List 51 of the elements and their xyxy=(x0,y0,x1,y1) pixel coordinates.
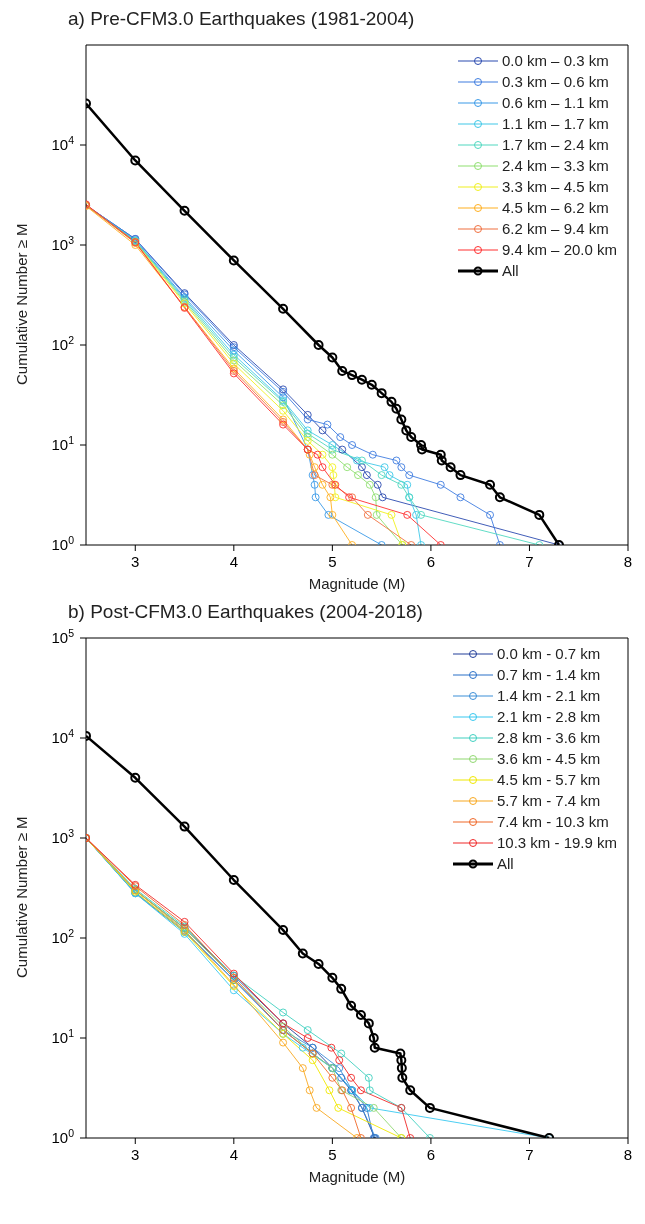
y-tick-label: 10$^{1}$ xyxy=(51,434,75,453)
legend-label: All xyxy=(496,855,514,872)
legend-label: 1.4 km - 2.1 km xyxy=(496,687,601,704)
y-axis-title: Cumulative Number ≥ M xyxy=(13,223,31,385)
x-tick-label: 6 xyxy=(426,553,436,570)
x-axis-title: Magnitude (M) xyxy=(308,575,406,592)
y-tick-label: 10$^{0}$ xyxy=(51,534,75,553)
y-tick-label: 10$^{3}$ xyxy=(51,234,75,253)
legend-label: All xyxy=(501,262,519,279)
legend-label: 6.2 km – 9.4 km xyxy=(501,220,609,237)
legend-label: 2.4 km – 3.3 km xyxy=(501,157,609,174)
x-tick-label: 6 xyxy=(426,1146,436,1163)
legend-label: 7.4 km - 10.3 km xyxy=(496,813,609,830)
y-tick-label: 10$^{2}$ xyxy=(51,927,75,946)
legend-label: 2.1 km - 2.8 km xyxy=(496,708,601,725)
legend-label: 1.7 km – 2.4 km xyxy=(501,136,609,153)
legend-label: 1.1 km – 1.7 km xyxy=(501,115,609,132)
x-tick-label: 8 xyxy=(623,553,633,570)
legend-label: 0.0 km - 0.7 km xyxy=(496,645,601,662)
legend-label: 0.0 km – 0.3 km xyxy=(501,52,609,69)
legend-label: 3.3 km – 4.5 km xyxy=(501,178,609,195)
x-tick-label: 4 xyxy=(229,553,238,570)
y-tick-label: 10$^{1}$ xyxy=(51,1027,75,1046)
legend-label: 3.6 km - 4.5 km xyxy=(496,750,601,767)
x-tick-label: 3 xyxy=(131,1146,140,1163)
x-tick-label: 8 xyxy=(623,1146,633,1163)
x-axis-title: Magnitude (M) xyxy=(308,1168,406,1185)
legend-label: 4.5 km - 5.7 km xyxy=(496,771,601,788)
y-tick-label: 10$^{5}$ xyxy=(51,627,75,646)
x-tick-label: 7 xyxy=(525,1146,534,1163)
y-tick-label: 10$^{4}$ xyxy=(51,727,75,746)
y-tick-label: 10$^{3}$ xyxy=(51,827,75,846)
legend-label: 2.8 km - 3.6 km xyxy=(496,729,601,746)
chart-title: a) Pre-CFM3.0 Earthquakes (1981-2004) xyxy=(68,8,416,31)
x-tick-label: 5 xyxy=(328,553,337,570)
legend-label: 4.5 km – 6.2 km xyxy=(501,199,609,216)
y-tick-label: 10$^{0}$ xyxy=(51,1127,75,1146)
y-tick-label: 10$^{2}$ xyxy=(51,334,75,353)
chart-title: b) Post-CFM3.0 Earthquakes (2004-2018) xyxy=(68,601,423,622)
legend-label: 10.3 km - 19.9 km xyxy=(496,834,617,851)
x-tick-label: 7 xyxy=(525,553,534,570)
x-tick-label: 5 xyxy=(328,1146,337,1163)
y-tick-label: 10$^{4}$ xyxy=(51,134,75,153)
legend-label: 5.7 km - 7.4 km xyxy=(496,792,601,809)
legend-label: 0.6 km – 1.1 km xyxy=(501,94,609,111)
legend-label: 0.3 km – 0.6 km xyxy=(501,73,609,90)
x-tick-label: 3 xyxy=(131,553,140,570)
y-axis-title: Cumulative Number ≥ M xyxy=(13,816,31,978)
legend-label: 9.4 km – 20.0 km xyxy=(501,241,617,258)
legend-label: 0.7 km - 1.4 km xyxy=(496,666,601,683)
x-tick-label: 4 xyxy=(229,1146,238,1163)
